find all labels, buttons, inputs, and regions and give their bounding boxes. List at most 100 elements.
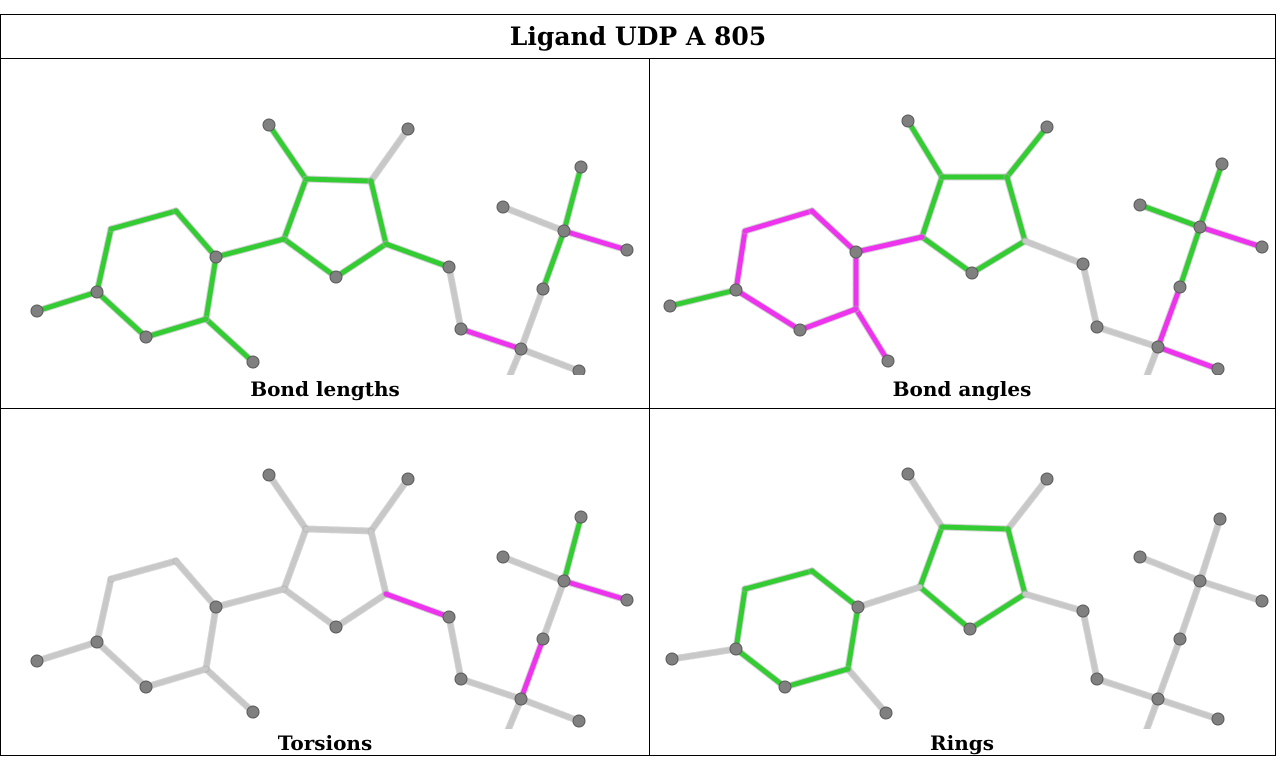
bond bbox=[203, 604, 219, 672]
atom bbox=[1193, 574, 1207, 588]
bond bbox=[94, 576, 114, 645]
bond bbox=[203, 254, 219, 322]
bond-angles-caption: Bond angles bbox=[892, 377, 1032, 401]
substituent-bond bbox=[203, 666, 256, 715]
atom bbox=[454, 322, 468, 336]
atom bbox=[965, 266, 979, 280]
substituent-bond bbox=[669, 646, 739, 662]
substituent-bond bbox=[507, 346, 524, 375]
atom bbox=[209, 250, 223, 264]
bond bbox=[855, 584, 923, 610]
bond bbox=[1155, 636, 1183, 702]
atom bbox=[454, 672, 468, 686]
atom bbox=[1173, 280, 1187, 294]
bond bbox=[939, 524, 1011, 532]
bond bbox=[742, 568, 815, 592]
bond bbox=[1004, 174, 1028, 244]
substituent-bond bbox=[905, 471, 945, 530]
substituent-bond bbox=[266, 122, 309, 182]
bond bbox=[809, 568, 861, 610]
bond bbox=[333, 591, 389, 630]
bond bbox=[919, 174, 945, 240]
bond bbox=[213, 236, 287, 260]
bond bbox=[333, 241, 389, 280]
bond bbox=[1197, 516, 1223, 584]
atom bbox=[557, 574, 571, 588]
bond bbox=[1080, 608, 1100, 682]
atom bbox=[1090, 672, 1104, 686]
substituent-bond bbox=[368, 476, 411, 534]
molecule-atoms bbox=[30, 468, 634, 728]
substituent-bond bbox=[845, 666, 889, 716]
bond bbox=[281, 176, 309, 242]
bond bbox=[917, 524, 945, 590]
substituent-bond bbox=[368, 126, 411, 184]
substituent-bond bbox=[1004, 124, 1050, 180]
atom bbox=[574, 510, 588, 524]
bond bbox=[1094, 676, 1161, 702]
bond bbox=[919, 234, 975, 276]
bond bbox=[518, 636, 546, 702]
atom bbox=[963, 622, 977, 636]
bond bbox=[782, 666, 851, 690]
bond bbox=[458, 326, 524, 352]
bond bbox=[368, 178, 389, 247]
bond bbox=[94, 639, 149, 690]
torsions-caption: Torsions bbox=[277, 731, 373, 755]
atom bbox=[901, 114, 915, 128]
atom bbox=[30, 654, 44, 668]
substituent-bond bbox=[203, 316, 256, 365]
bond bbox=[742, 208, 815, 234]
bond bbox=[94, 226, 114, 295]
substituent-bond bbox=[1144, 344, 1161, 375]
atom bbox=[1213, 512, 1227, 526]
bond bbox=[281, 526, 309, 592]
bond bbox=[446, 614, 464, 682]
bond bbox=[561, 164, 584, 234]
bond bbox=[281, 236, 339, 280]
atom bbox=[442, 260, 456, 274]
atom bbox=[1173, 632, 1187, 646]
bond bbox=[1155, 696, 1221, 722]
atom bbox=[572, 714, 586, 728]
bond bbox=[1177, 578, 1203, 642]
atom bbox=[1133, 550, 1147, 564]
atom bbox=[1040, 472, 1054, 486]
atom bbox=[139, 680, 153, 694]
atom bbox=[849, 245, 863, 259]
atom bbox=[139, 330, 153, 344]
bond bbox=[809, 208, 859, 255]
atom bbox=[536, 632, 550, 646]
bond bbox=[500, 554, 567, 584]
atom bbox=[1255, 240, 1269, 254]
atom bbox=[778, 680, 792, 694]
bond bbox=[173, 208, 219, 260]
bond bbox=[281, 586, 339, 630]
atom bbox=[1076, 604, 1090, 618]
atom bbox=[620, 243, 634, 257]
atom bbox=[1076, 257, 1090, 271]
molecule-atoms bbox=[665, 467, 1269, 726]
atom bbox=[329, 270, 343, 284]
atom bbox=[1090, 320, 1104, 334]
atom bbox=[1255, 594, 1269, 608]
molecule-bonds bbox=[668, 470, 1266, 729]
bond bbox=[108, 208, 179, 232]
substituent-bond bbox=[34, 639, 100, 664]
rings-caption: Rings bbox=[929, 731, 994, 755]
atom bbox=[262, 468, 276, 482]
bond bbox=[518, 696, 582, 724]
molecule-bonds bbox=[33, 471, 631, 729]
bond bbox=[143, 666, 209, 690]
bond bbox=[458, 676, 524, 702]
bond bbox=[383, 591, 452, 620]
substituent-bond bbox=[1005, 476, 1050, 532]
bond bbox=[1137, 202, 1203, 230]
bond bbox=[303, 176, 374, 184]
atom bbox=[901, 467, 915, 481]
bond bbox=[1155, 284, 1183, 350]
substituent-bond bbox=[505, 696, 524, 729]
atom bbox=[557, 224, 571, 238]
bond bbox=[540, 578, 567, 642]
